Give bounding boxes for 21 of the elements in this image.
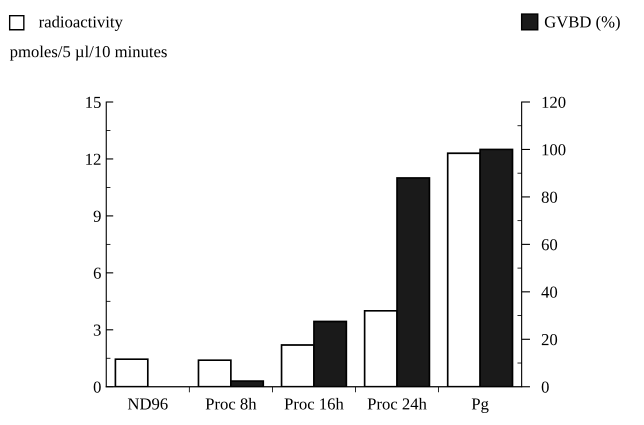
y-axis-title: pmoles/5 µl/10 minutes	[10, 46, 167, 61]
legend-label: radioactivity	[38, 16, 123, 31]
y2-tick-label: 100	[542, 144, 566, 156]
legend-label: GVBD (%)	[544, 16, 620, 31]
y-tick-label: 3	[94, 324, 101, 336]
y2-tick-label: 40	[541, 286, 558, 298]
y2-tick-label: 20	[542, 334, 558, 346]
y2-tick-label: 80	[542, 192, 558, 203]
y-tick-label: 15	[86, 96, 101, 108]
x-tick-label: ND96	[128, 398, 168, 410]
y2-tick-label: 120	[542, 96, 566, 108]
y-tick-label: 6	[94, 268, 101, 279]
x-tick-label: Proc 24h	[368, 398, 427, 410]
y2-tick-label: 0	[542, 381, 549, 393]
x-tick-label: Proc 16h	[284, 398, 344, 410]
y-tick-label: 9	[94, 210, 101, 222]
x-tick-label: Proc 8h	[206, 398, 256, 410]
x-tick-label: Pg	[472, 398, 489, 413]
y2-tick-label: 60	[542, 239, 558, 250]
y-tick-label: 0	[94, 381, 101, 393]
y-tick-label: 12	[86, 154, 100, 165]
